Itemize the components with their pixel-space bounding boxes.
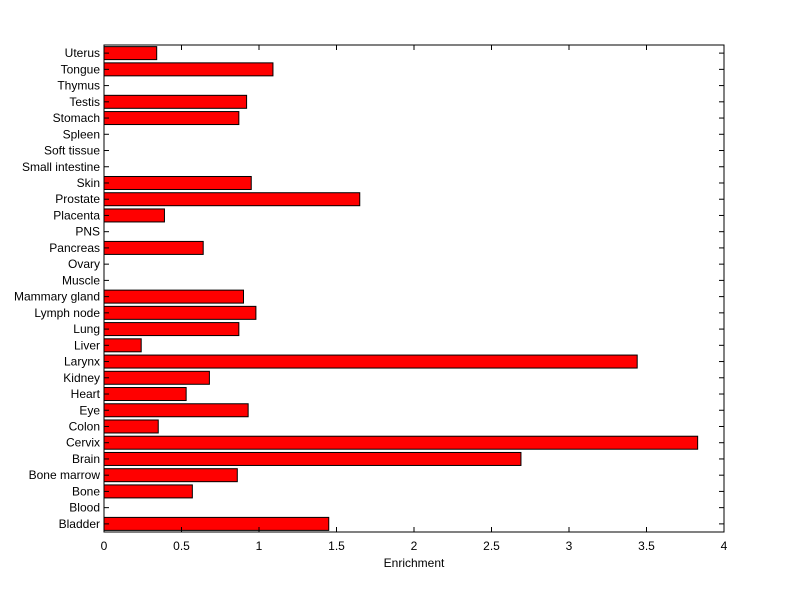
bar-skin — [103, 175, 252, 190]
y-tick-label: Heart — [71, 387, 101, 401]
bar-lung — [103, 322, 240, 337]
y-tick-label: Spleen — [63, 127, 100, 141]
bar-lymph-node — [103, 305, 257, 320]
bar-larynx — [103, 354, 638, 369]
x-tick-label: 0.5 — [173, 539, 190, 553]
y-tick-label: Mammary gland — [14, 290, 100, 304]
y-tick-label: Skin — [77, 176, 100, 190]
bar-stomach — [103, 111, 240, 126]
bar-prostate — [103, 192, 361, 207]
bar-bladder — [103, 516, 330, 531]
bar-bone — [103, 484, 193, 499]
y-tick-label: Prostate — [55, 192, 100, 206]
x-tick-labels: 0 0.5 1 1.5 2 2.5 3 3.5 4 — [101, 539, 728, 553]
bar-bone-marrow — [103, 468, 238, 483]
y-tick-label: Ovary — [68, 257, 100, 271]
bar-heart — [103, 387, 187, 402]
bar-eye — [103, 403, 249, 418]
y-tick-label: Bladder — [59, 517, 100, 531]
y-tick-label: PNS — [75, 225, 100, 239]
bar-tongue — [103, 62, 274, 77]
plot-frame — [103, 44, 725, 533]
y-tick-label: Cervix — [66, 436, 100, 450]
y-tick-label: Colon — [69, 419, 100, 433]
y-tick-label: Brain — [72, 452, 100, 466]
x-tick-label: 1.5 — [328, 539, 345, 553]
y-tick-label: Eye — [79, 403, 100, 417]
y-tick-label: Uterus — [65, 46, 100, 60]
bar-colon — [103, 419, 159, 434]
y-tick-label: Soft tissue — [44, 144, 100, 158]
plot-area — [104, 45, 724, 532]
y-tick-label: Testis — [69, 95, 100, 109]
y-tick-label: Larynx — [64, 355, 100, 369]
y-tick-label: Thymus — [57, 79, 100, 93]
y-tick-label: Pancreas — [49, 241, 100, 255]
y-tick-label: Small intestine — [22, 160, 100, 174]
bar-brain — [103, 451, 522, 466]
y-tick-label: Lymph node — [34, 306, 100, 320]
x-tick-label: 2.5 — [483, 539, 500, 553]
bar-mammary-gland — [103, 289, 244, 304]
x-tick-label: 0 — [101, 539, 108, 553]
bar-pancreas — [103, 240, 204, 255]
y-tick-label: Bone — [72, 484, 100, 498]
y-tick-label: Lung — [73, 322, 100, 336]
bar-kidney — [103, 370, 210, 385]
y-tick-label: Placenta — [53, 208, 100, 222]
x-tick-label: 1 — [256, 539, 263, 553]
y-tick-label: Kidney — [63, 371, 100, 385]
y-tick-label: Tongue — [61, 62, 101, 76]
bar-testis — [103, 94, 248, 109]
y-tick-label: Bone marrow — [29, 468, 101, 482]
x-tick-label: 3.5 — [638, 539, 655, 553]
y-tick-label: Liver — [74, 338, 100, 352]
bar-uterus — [103, 46, 158, 61]
ticks-group — [103, 45, 725, 532]
y-tick-label: Muscle — [62, 273, 100, 287]
bar-cervix — [103, 435, 699, 450]
y-tick-labels: Bladder Blood Bone Bone marrow Brain Cervix Co… — [14, 46, 101, 531]
y-tick-label: Stomach — [53, 111, 100, 125]
x-axis-label: Enrichment — [384, 556, 445, 570]
x-tick-label: 3 — [566, 539, 573, 553]
x-tick-label: 4 — [721, 539, 728, 553]
bar-liver — [103, 338, 142, 353]
x-tick-label: 2 — [411, 539, 418, 553]
bar-placenta — [103, 208, 165, 223]
y-tick-label: Blood — [69, 501, 100, 515]
